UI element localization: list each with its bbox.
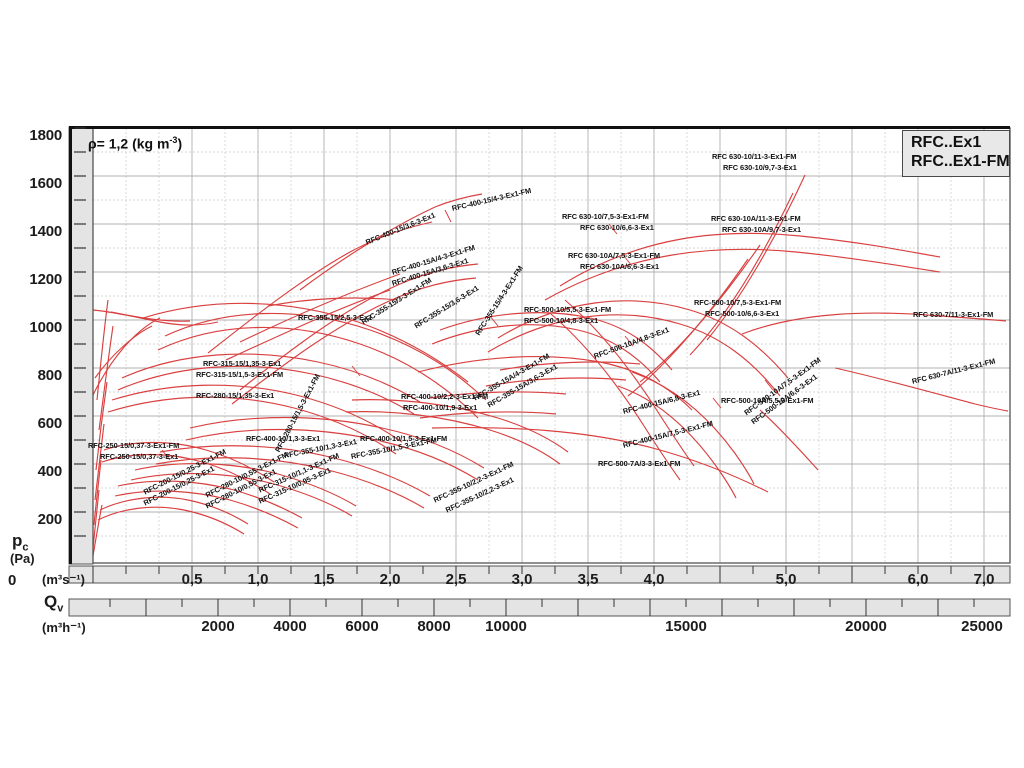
y-tick-1800: 1800 (29, 127, 62, 144)
y-axis-tick-panel (68, 126, 94, 565)
curve-label: RFC-315-15/1,5-3-Ex1-FM (196, 370, 284, 379)
y-tick-1400: 1400 (29, 223, 62, 240)
curve-label: RFC-400-10/2,2-3-Ex1-FM (401, 392, 489, 401)
y-tick-400: 400 (37, 463, 63, 480)
x2-tick-2000: 2000 (201, 618, 235, 635)
curve-label: RFC-500-10/6,6-3-Ex1 (705, 309, 780, 318)
grid-major-lines (93, 128, 1010, 563)
curve-label: RFC-250-15/0,37-3-Ex1-FM (88, 441, 180, 450)
x-tick-3-5: 3,5 (577, 571, 599, 588)
y-axis-title-sub: c (22, 541, 29, 554)
y-tick-marks (74, 127, 86, 537)
legend-line-ex1-fm: RFC..Ex1-FM (911, 152, 1010, 170)
x2-tick-6000: 6000 (345, 618, 379, 635)
curve-label: RFC 630-10A/9,7-3-Ex1 (722, 225, 802, 234)
curve-label: RFC-280-15/1,35-3-Ex1 (196, 391, 275, 400)
curve-label: RFC 630-10A/7,5-3-Ex1-FM (568, 251, 661, 260)
density-note-close: ) (177, 135, 183, 152)
y-tick-600: 600 (37, 415, 63, 432)
y-axis-title: pc (12, 531, 29, 553)
curve-label: RFC-500-7A/3-3-Ex1-FM (598, 459, 681, 468)
x-axis-secondary-title: Qv (44, 592, 63, 614)
x-tick-6-0: 6,0 (907, 571, 929, 588)
x-tick-1-5: 1,5 (313, 571, 335, 588)
x-tick-7-0: 7,0 (973, 571, 995, 588)
x-axis-secondary-title-sub: v (57, 602, 64, 615)
curve-label: RFC-500-10/4,8-3-Ex1 (524, 316, 599, 325)
curve-label: RFC 630-10/11-3-Ex1-FM (712, 152, 797, 161)
x-tick-4-0: 4,0 (643, 571, 665, 588)
x-tick-2-0: 2,0 (379, 571, 401, 588)
y-tick-200: 200 (37, 511, 63, 528)
y-tick-1600: 1600 (29, 175, 62, 192)
x-axis-secondary-unit: (m³h⁻¹) (42, 620, 86, 635)
x-axis-secondary-bar (68, 598, 1011, 617)
x2-tick-8000: 8000 (417, 618, 451, 635)
x-tick-2-5: 2,5 (445, 571, 467, 588)
x-tick-3-0: 3,0 (511, 571, 533, 588)
density-note-exponent: -3 (169, 135, 178, 145)
x2-tick-20000: 20000 (845, 618, 887, 635)
curve-label: RFC 630-10/7,5-3-Ex1-FM (562, 212, 649, 221)
x-tick-5-0: 5,0 (775, 571, 797, 588)
density-note: ρ= 1,2 (kg m-3) (88, 135, 182, 152)
y-axis-unit: (Pa) (10, 551, 35, 566)
performance-curves (93, 174, 1009, 557)
x2-tick-15000: 15000 (665, 618, 707, 635)
x2-tick-25000: 25000 (961, 618, 1003, 635)
curve-label: RFC-500-10/5,5-3-Ex1-FM (524, 305, 612, 314)
curve-label: RFC 630-7/11-3-Ex1-FM (913, 310, 994, 319)
x-axis-secondary-title-text: Q (44, 592, 58, 611)
y-tick-1000: 1000 (29, 319, 62, 336)
y-tick-1200: 1200 (29, 271, 62, 288)
curve-tick-marks (161, 209, 774, 461)
density-note-text: ρ= 1,2 (kg m (88, 135, 170, 152)
x-axis-primary-bar (68, 565, 1011, 584)
curve-label: RFC-315-15/1,35-3-Ex1 (203, 359, 282, 368)
curve-label: RFC 630-10/6,6-3-Ex1 (580, 223, 654, 232)
x-tick-0-5: 0,5 (181, 571, 203, 588)
x-axis-primary-unit: (m³s⁻¹) (42, 572, 85, 587)
curve-label: RFC-500-10A/5,5-3-Ex1-FM (721, 396, 814, 405)
y-tick-800: 800 (37, 367, 63, 384)
legend-box: RFC..Ex1 RFC..Ex1-FM (902, 130, 1010, 177)
x-tick-1-0: 1,0 (247, 571, 269, 588)
curve-label: RFC-400-10/1,9-3-Ex1 (403, 403, 478, 412)
x2-tick-4000: 4000 (273, 618, 307, 635)
y-axis-zero: 0 (8, 572, 17, 589)
curve-label: RFC 630-10/9,7-3-Ex1 (723, 163, 797, 172)
y-axis-title-text: p (12, 531, 23, 550)
curve-label: RFC-400-10/1,3-3-Ex1 (246, 434, 321, 443)
curve-label: RFC-355-15/2,5-3-Ex1 (298, 313, 373, 322)
curve-label: RFC-500-10/7,5-3-Ex1-FM (694, 298, 782, 307)
curve-label: RFC 630-10A/6,6-3-Ex1 (580, 262, 660, 271)
curve-label: RFC 630-10A/11-3-Ex1-FM (711, 214, 801, 223)
curve-label: RFC-400-10/1,5-3-Ex1-FM (360, 434, 448, 443)
curve-label: RFC-250-15/0,37-3-Ex1 (100, 452, 179, 461)
legend-line-ex1: RFC..Ex1 (911, 134, 982, 151)
x2-tick-10000: 10000 (485, 618, 527, 635)
